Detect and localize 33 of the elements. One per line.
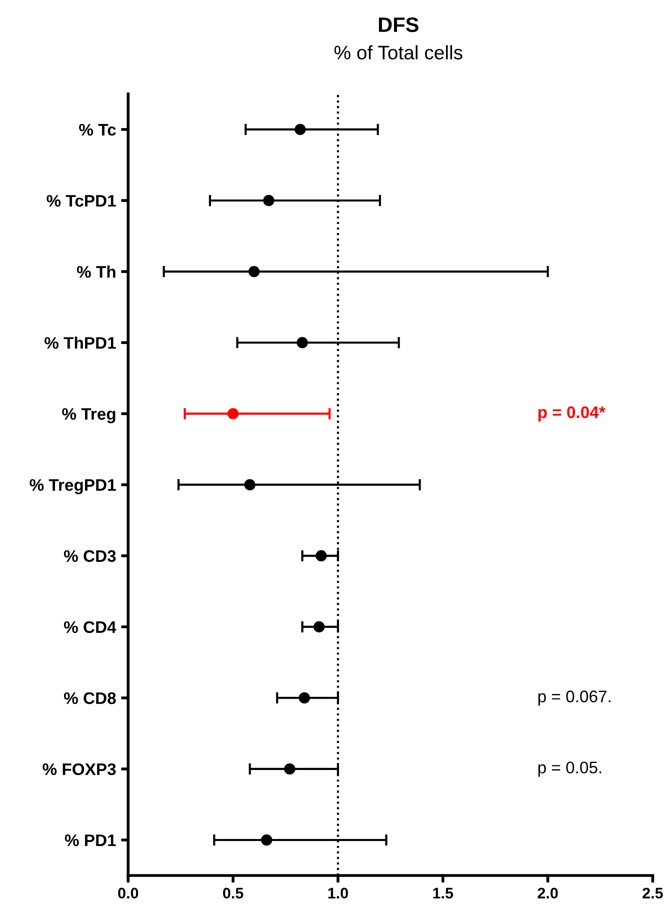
point xyxy=(313,621,325,632)
x-tick-label: 0.0 xyxy=(118,888,138,899)
y-tick-label: % TregPD1 xyxy=(30,479,116,494)
x-tick-label: 1.0 xyxy=(328,888,348,899)
annotation: p = 0.067. xyxy=(538,690,610,706)
point xyxy=(296,337,308,348)
x-tick-label: 2.0 xyxy=(538,888,558,899)
annotation: p = 0.04* xyxy=(538,406,606,422)
point xyxy=(316,550,327,562)
point xyxy=(294,124,306,136)
point xyxy=(263,194,274,206)
point xyxy=(298,692,310,704)
chart-title: DFS xyxy=(378,17,418,32)
point xyxy=(244,479,256,490)
y-tick-label: % PD1 xyxy=(64,834,116,846)
y-tick-label: % ThPD1 xyxy=(44,336,116,349)
point xyxy=(248,266,260,278)
point xyxy=(284,763,296,775)
y-tick-label: % FOXP3 xyxy=(42,763,116,776)
y-tick-label: % TcPD1 xyxy=(46,194,116,207)
x-tick-label: 1.5 xyxy=(433,888,454,899)
y-tick-label: % Th xyxy=(76,266,116,278)
y-tick-label: % CD4 xyxy=(64,621,116,634)
y-tick-label: % Tc xyxy=(79,124,116,136)
point xyxy=(261,834,272,846)
x-tick-label: 2.5 xyxy=(642,888,663,899)
y-tick-label: % CD3 xyxy=(64,550,116,562)
x-tick-label: 0.5 xyxy=(223,888,244,899)
y-tick-label: % Treg xyxy=(62,408,116,424)
y-tick-label: % CD8 xyxy=(64,692,116,704)
point xyxy=(227,408,239,420)
annotation: p = 0.05. xyxy=(538,762,602,777)
chart-subtitle: % of Total cells xyxy=(334,45,462,60)
